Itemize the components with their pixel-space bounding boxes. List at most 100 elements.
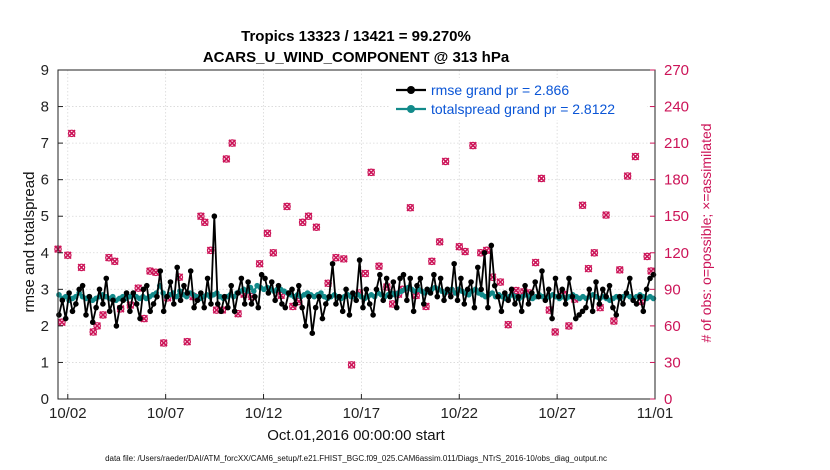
- rmse-point: [113, 323, 120, 329]
- obs-point: [551, 328, 560, 336]
- y-tick-label: 6: [41, 172, 49, 189]
- rmse-point: [309, 330, 316, 337]
- y-axis-left: 0 1 2 3 4 5 6 7 8 9: [41, 62, 63, 408]
- rmse-point: [583, 304, 589, 311]
- rmse-point: [417, 275, 424, 282]
- totalspread-point: [489, 290, 496, 296]
- rmse-point: [522, 282, 528, 289]
- rmse-point: [474, 264, 481, 271]
- rmse-point: [623, 290, 630, 296]
- legend-rmse-label: rmse grand pr = 2.866: [431, 82, 569, 98]
- obs-point: [312, 223, 321, 232]
- rmse-point: [221, 293, 228, 300]
- rmse-point: [427, 290, 434, 296]
- rmse-point: [637, 293, 643, 300]
- rmse-point: [350, 290, 356, 296]
- rmse-point: [461, 301, 468, 307]
- rmse-point: [312, 304, 319, 311]
- y-axis-label: rmse and totalspread: [21, 172, 38, 313]
- obs-point: [578, 201, 587, 210]
- rmse-point: [279, 301, 285, 307]
- rmse-point: [187, 268, 194, 274]
- rmse-point: [640, 308, 647, 315]
- rmse-point: [495, 293, 501, 300]
- legend-rmse-marker: [407, 86, 415, 94]
- rmse-point: [404, 297, 410, 304]
- rmse-point: [157, 268, 164, 274]
- obs-point: [263, 229, 272, 238]
- rmse-point: [454, 297, 461, 304]
- rmse-point: [93, 304, 99, 311]
- y-tick-label: 8: [41, 99, 49, 116]
- rmse-point: [407, 275, 414, 282]
- rmse-point: [164, 293, 170, 300]
- obs-point: [435, 237, 444, 246]
- rmse-point: [160, 308, 167, 315]
- rmse-point: [397, 275, 403, 282]
- rmse-point: [532, 279, 539, 285]
- rmse-point: [245, 279, 251, 285]
- y-tick-label: 3: [41, 281, 49, 298]
- obs-point: [89, 328, 98, 336]
- rmse-point: [572, 315, 579, 322]
- rmse-point: [498, 308, 505, 315]
- y-right-tick-label: 30: [664, 354, 681, 371]
- obs-point: [584, 264, 593, 273]
- rmse-point: [96, 286, 103, 293]
- rmse-point: [103, 275, 110, 282]
- rmse-point: [346, 312, 353, 318]
- rmse-point: [329, 260, 336, 267]
- y-tick-label: 5: [41, 208, 49, 225]
- x-tick-label: 10/02: [49, 405, 87, 422]
- rmse-point: [535, 293, 542, 300]
- rmse-point: [241, 301, 248, 307]
- x-tick-label: 10/17: [343, 405, 381, 422]
- rmse-point: [502, 290, 508, 296]
- rmse-point: [626, 275, 633, 282]
- rmse-point: [154, 293, 160, 300]
- rmse-point: [586, 286, 593, 293]
- rmse-point: [235, 290, 241, 296]
- rmse-point: [262, 275, 268, 282]
- rmse-point: [120, 297, 126, 304]
- y-axis-right: 0 30 60 90 120 150 180 210 240 270: [650, 62, 689, 408]
- obs-point: [269, 248, 278, 257]
- rmse-point: [326, 293, 332, 300]
- x-tick-label: 10/27: [538, 405, 576, 422]
- obs-point: [332, 253, 340, 262]
- rmse-point: [400, 271, 407, 278]
- rmse-point: [468, 279, 474, 285]
- rmse-point: [147, 308, 153, 315]
- obs-point: [197, 212, 205, 221]
- rmse-point: [66, 290, 72, 296]
- obs-point: [615, 265, 624, 274]
- rmse-point: [410, 308, 417, 315]
- rmse-point: [630, 297, 636, 304]
- obs-point: [367, 168, 376, 177]
- rmse-point: [437, 275, 444, 282]
- obs-point: [183, 337, 192, 346]
- legend: rmse grand pr = 2.866 totalspread grand …: [390, 78, 647, 120]
- rmse-point: [559, 286, 566, 293]
- y-tick-label: 1: [41, 354, 49, 371]
- obs-point: [565, 322, 573, 330]
- rmse-point: [285, 290, 292, 296]
- y-right-tick-label: 150: [664, 208, 689, 225]
- rmse-point: [610, 304, 616, 311]
- rmse-point: [481, 249, 488, 256]
- obs-point: [304, 212, 313, 221]
- obs-point: [610, 317, 618, 325]
- rmse-point: [589, 308, 596, 315]
- rmse-point: [258, 271, 265, 278]
- y-axis-right-label: # of obs: o=possible; ×=assimilated: [698, 123, 714, 342]
- totalspread-point: [62, 293, 69, 300]
- rmse-point: [383, 275, 390, 282]
- rmse-point: [76, 286, 83, 293]
- rmse-point: [339, 308, 346, 315]
- rmse-point: [512, 301, 518, 307]
- y-right-tick-label: 0: [664, 391, 672, 408]
- obs-point: [537, 174, 546, 183]
- rmse-point: [343, 286, 349, 293]
- rmse-point: [336, 293, 343, 300]
- rmse-point: [593, 279, 599, 285]
